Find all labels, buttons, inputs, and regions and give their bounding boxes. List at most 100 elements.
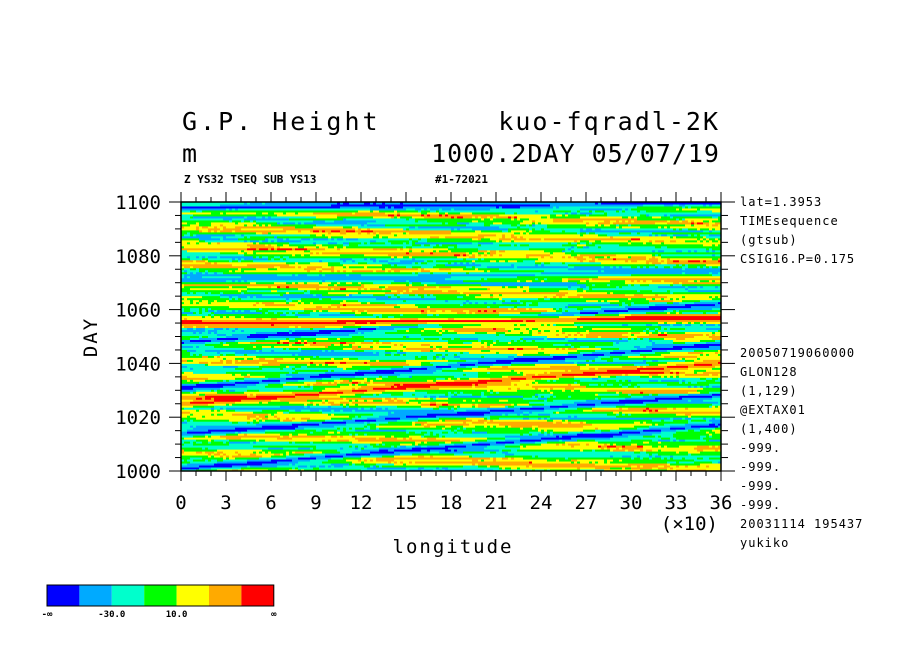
heatmap-cell <box>352 269 374 273</box>
heatmap-cell <box>298 245 305 249</box>
heatmap-cell <box>442 329 446 333</box>
heatmap-cell <box>628 303 632 307</box>
heatmap-cell <box>715 351 719 354</box>
heatmap-cell <box>514 453 650 456</box>
heatmap-cell <box>595 283 608 287</box>
heatmap-cell <box>277 213 338 217</box>
heatmap-cell <box>454 453 506 456</box>
heatmap-cell <box>514 405 533 408</box>
heatmap-cell <box>406 345 431 348</box>
side-info-line: yukiko <box>740 536 789 550</box>
heatmap-cell <box>208 257 233 261</box>
heatmap-cell <box>193 271 197 275</box>
heatmap-cell <box>478 405 491 408</box>
heatmap-cell <box>616 253 653 257</box>
heatmap-cell <box>562 421 569 424</box>
heatmap-cell <box>577 211 581 215</box>
heatmap-cell <box>205 261 212 265</box>
heatmap-cell <box>310 249 410 253</box>
heatmap-cell <box>376 231 380 235</box>
heatmap-cell <box>211 223 221 227</box>
heatmap-cell <box>538 387 551 390</box>
heatmap-cell <box>523 301 527 305</box>
heatmap-cell <box>571 241 578 245</box>
heatmap-cell <box>367 265 407 269</box>
heatmap-cell <box>670 467 674 470</box>
heatmap-cell <box>508 347 515 350</box>
heatmap-cell <box>334 267 383 271</box>
heatmap-cell <box>292 459 311 462</box>
heatmap-cell <box>301 335 353 338</box>
heatmap-cell <box>334 413 374 416</box>
heatmap-cell <box>400 373 464 376</box>
heatmap-cell <box>535 339 569 342</box>
heatmap-cell <box>577 245 584 249</box>
heatmap-cell <box>490 425 494 428</box>
heatmap-cell <box>223 365 239 368</box>
heatmap-cell <box>589 245 599 249</box>
heatmap-cell <box>634 363 650 366</box>
heatmap-cell <box>613 343 653 346</box>
heatmap-cell <box>571 285 581 289</box>
heatmap-cell <box>181 215 191 219</box>
heatmap-cell <box>256 331 278 335</box>
heatmap-cell <box>199 299 203 303</box>
heatmap-cell <box>616 257 647 261</box>
heatmap-cell <box>214 455 221 458</box>
heatmap-cell <box>622 207 626 211</box>
heatmap-cell <box>619 413 623 416</box>
heatmap-cell <box>709 423 716 426</box>
colorbar-label: -∞ <box>42 610 53 620</box>
heatmap-cell <box>619 231 632 235</box>
heatmap-cell <box>247 335 269 338</box>
heatmap-cell <box>517 467 521 470</box>
heatmap-cell <box>271 399 281 402</box>
heatmap-cell <box>559 459 572 462</box>
heatmap-cell <box>568 421 572 424</box>
heatmap-cell <box>469 221 485 225</box>
heatmap-cell <box>277 289 305 293</box>
heatmap-cell <box>319 467 368 470</box>
heatmap-cell <box>715 237 719 241</box>
heatmap-cell <box>397 329 407 333</box>
heatmap-cell <box>211 313 215 317</box>
heatmap-cell <box>301 253 305 257</box>
heatmap-cell <box>457 221 470 225</box>
heatmap-cell <box>184 459 188 462</box>
heatmap-cell <box>706 439 710 442</box>
heatmap-cell <box>622 353 641 356</box>
heatmap-cell <box>313 327 341 331</box>
heatmap-cell <box>424 395 428 398</box>
heatmap-cell <box>532 221 536 225</box>
heatmap-cell <box>646 327 650 331</box>
heatmap-cell <box>640 391 644 394</box>
heatmap-cell <box>307 465 311 468</box>
heatmap-cell <box>469 309 479 313</box>
heatmap-cell <box>526 327 530 331</box>
heatmap-cell <box>712 433 721 436</box>
heatmap-cell <box>520 311 542 315</box>
heatmap-cell <box>658 441 662 444</box>
heatmap-cell <box>490 389 494 392</box>
heatmap-cell <box>190 215 194 219</box>
heatmap-cell <box>271 247 275 251</box>
heatmap-cell <box>661 297 665 301</box>
heatmap-cell <box>646 355 665 358</box>
heatmap-cell <box>409 327 425 331</box>
heatmap-cell <box>472 455 506 458</box>
heatmap-cell <box>181 429 188 432</box>
heatmap-cell <box>601 401 644 404</box>
heatmap-cell <box>511 243 515 247</box>
heatmap-cell <box>580 431 584 434</box>
heatmap-cell <box>295 221 299 225</box>
heatmap-cell <box>439 443 455 446</box>
heatmap-cell <box>715 417 721 420</box>
heatmap-cell <box>313 361 326 364</box>
heatmap-cell <box>712 417 716 420</box>
heatmap-cell <box>181 391 191 394</box>
heatmap-cell <box>580 315 626 319</box>
heatmap-cell <box>673 291 721 295</box>
heatmap-cell <box>439 407 449 410</box>
heatmap-cell <box>250 281 257 285</box>
heatmap-cell <box>670 457 674 460</box>
